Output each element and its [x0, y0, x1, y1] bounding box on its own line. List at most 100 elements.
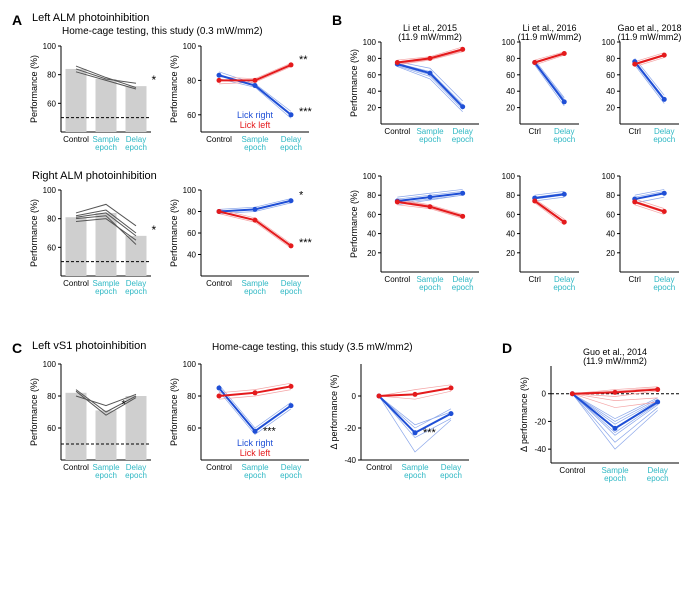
- svg-text:Lick right: Lick right: [237, 110, 274, 120]
- svg-text:20: 20: [506, 104, 515, 113]
- svg-text:60: 60: [367, 210, 376, 219]
- svg-text:Lick left: Lick left: [240, 448, 271, 458]
- svg-text:40: 40: [606, 87, 615, 96]
- svg-text:100: 100: [602, 172, 616, 181]
- svg-text:60: 60: [506, 71, 515, 80]
- svg-text:Delayepoch: Delayepoch: [452, 275, 474, 292]
- svg-text:80: 80: [187, 208, 196, 217]
- svg-text:0: 0: [542, 390, 547, 399]
- svg-text:40: 40: [367, 87, 376, 96]
- chart-d: Guo et al., 2014(11.9 mW/mm2) -40 -20 0 Δ pe…: [517, 346, 687, 491]
- svg-text:Ctrl: Ctrl: [529, 127, 542, 136]
- chart-b-bot-1: 20406080100CtrlDelayepoch: [492, 170, 587, 300]
- panel-label-c: C: [12, 340, 22, 356]
- chart-b-top-0: Li et al., 2015(11.9 mW/mm2)20406080100P…: [347, 22, 487, 152]
- header-a-right: Right ALM photoinhibition: [32, 170, 157, 182]
- svg-text:Control: Control: [384, 127, 410, 136]
- svg-text:*: *: [152, 223, 157, 237]
- svg-text:Control: Control: [559, 466, 585, 475]
- svg-text:100: 100: [183, 360, 197, 369]
- svg-text:Lick right: Lick right: [237, 438, 274, 448]
- svg-text:Delayepoch: Delayepoch: [280, 279, 302, 296]
- svg-text:80: 80: [47, 215, 56, 224]
- svg-text:80: 80: [606, 54, 615, 63]
- svg-text:Ctrl: Ctrl: [529, 275, 542, 284]
- svg-text:100: 100: [183, 42, 197, 51]
- svg-text:Sampleepoch: Sampleepoch: [401, 463, 429, 480]
- svg-text:Ctrl: Ctrl: [629, 275, 642, 284]
- panel-label-b: B: [332, 12, 342, 28]
- subheader-c: Home-cage testing, this study (3.5 mW/mm…: [212, 342, 413, 353]
- svg-text:20: 20: [606, 104, 615, 113]
- svg-text:40: 40: [367, 230, 376, 239]
- svg-text:***: ***: [423, 427, 437, 439]
- svg-text:Delayepoch: Delayepoch: [125, 135, 147, 152]
- svg-text:20: 20: [367, 249, 376, 258]
- svg-text:Control: Control: [63, 279, 89, 288]
- svg-text:Delayepoch: Delayepoch: [125, 279, 147, 296]
- svg-text:Li et al., 2016(11.9 mW/mm2): Li et al., 2016(11.9 mW/mm2): [518, 23, 582, 42]
- svg-text:40: 40: [606, 230, 615, 239]
- svg-text:Control: Control: [206, 135, 232, 144]
- chart-a-top-bar: 6080100Performance (%)ControlSampleepoch…: [27, 40, 157, 160]
- svg-text:Performance (%): Performance (%): [29, 199, 39, 267]
- svg-text:Guo et al., 2014(11.9 mW/mm2): Guo et al., 2014(11.9 mW/mm2): [583, 347, 647, 366]
- svg-text:-20: -20: [534, 417, 546, 426]
- svg-text:40: 40: [187, 251, 196, 260]
- panel-label-d: D: [502, 340, 512, 356]
- svg-text:Delayepoch: Delayepoch: [653, 275, 675, 292]
- svg-text:*: *: [152, 73, 157, 87]
- svg-text:*: *: [122, 397, 127, 411]
- svg-text:Control: Control: [366, 463, 392, 472]
- chart-a-bot-line: 406080100Performance (%)ControlSampleepo…: [167, 184, 317, 304]
- chart-c-delta: -40-200Δ performance (%)ControlSampleepo…: [327, 358, 477, 488]
- svg-text:100: 100: [43, 186, 57, 195]
- svg-text:Lick left: Lick left: [240, 120, 271, 130]
- svg-text:Gao et al., 2018(11.9 mW/mm2): Gao et al., 2018(11.9 mW/mm2): [617, 23, 681, 42]
- svg-text:100: 100: [43, 360, 57, 369]
- svg-text:**: **: [299, 54, 308, 66]
- svg-text:Sampleepoch: Sampleepoch: [241, 279, 269, 296]
- svg-text:-40: -40: [344, 456, 356, 465]
- svg-text:60: 60: [606, 71, 615, 80]
- svg-text:60: 60: [367, 71, 376, 80]
- svg-text:***: ***: [263, 425, 277, 437]
- svg-text:100: 100: [363, 172, 377, 181]
- svg-text:0: 0: [352, 392, 357, 401]
- svg-text:Sampleepoch: Sampleepoch: [241, 135, 269, 152]
- svg-text:100: 100: [602, 38, 616, 47]
- svg-text:80: 80: [506, 191, 515, 200]
- svg-text:Performance (%): Performance (%): [29, 55, 39, 123]
- svg-text:***: ***: [299, 237, 313, 249]
- svg-text:Δ performance (%): Δ performance (%): [329, 374, 339, 449]
- svg-text:Δ performance (%): Δ performance (%): [519, 377, 529, 452]
- svg-text:Performance (%): Performance (%): [169, 55, 179, 123]
- svg-text:Performance (%): Performance (%): [29, 378, 39, 446]
- svg-text:Sampleepoch: Sampleepoch: [416, 127, 444, 144]
- svg-text:Control: Control: [63, 135, 89, 144]
- chart-a-bot-bar: 6080100Performance (%)ControlSampleepoch…: [27, 184, 157, 304]
- svg-text:Performance (%): Performance (%): [349, 190, 359, 258]
- chart-b-top-1: Li et al., 2016(11.9 mW/mm2)20406080100C…: [492, 22, 587, 152]
- chart-b-bot-2: 20406080100CtrlDelayepoch: [592, 170, 687, 300]
- svg-text:60: 60: [506, 210, 515, 219]
- svg-text:Li et al., 2015(11.9 mW/mm2): Li et al., 2015(11.9 mW/mm2): [398, 23, 462, 42]
- svg-text:60: 60: [187, 229, 196, 238]
- svg-text:60: 60: [606, 210, 615, 219]
- svg-text:***: ***: [299, 106, 313, 118]
- svg-text:-40: -40: [534, 445, 546, 454]
- svg-text:Delayepoch: Delayepoch: [553, 127, 575, 144]
- svg-text:60: 60: [187, 424, 196, 433]
- header-c: Left vS1 photoinhibition: [32, 340, 146, 352]
- svg-text:Sampleepoch: Sampleepoch: [416, 275, 444, 292]
- svg-text:Control: Control: [206, 463, 232, 472]
- svg-text:60: 60: [187, 111, 196, 120]
- svg-text:80: 80: [606, 191, 615, 200]
- svg-text:Delayepoch: Delayepoch: [280, 463, 302, 480]
- svg-text:Sampleepoch: Sampleepoch: [601, 466, 629, 483]
- chart-b-bot-0: 20406080100Performance (%)ControlSamplee…: [347, 170, 487, 300]
- svg-text:80: 80: [187, 76, 196, 85]
- chart-c-bar: 6080100Performance (%)ControlSampleepoch…: [27, 358, 157, 488]
- svg-text:60: 60: [47, 99, 56, 108]
- svg-text:Sampleepoch: Sampleepoch: [92, 135, 120, 152]
